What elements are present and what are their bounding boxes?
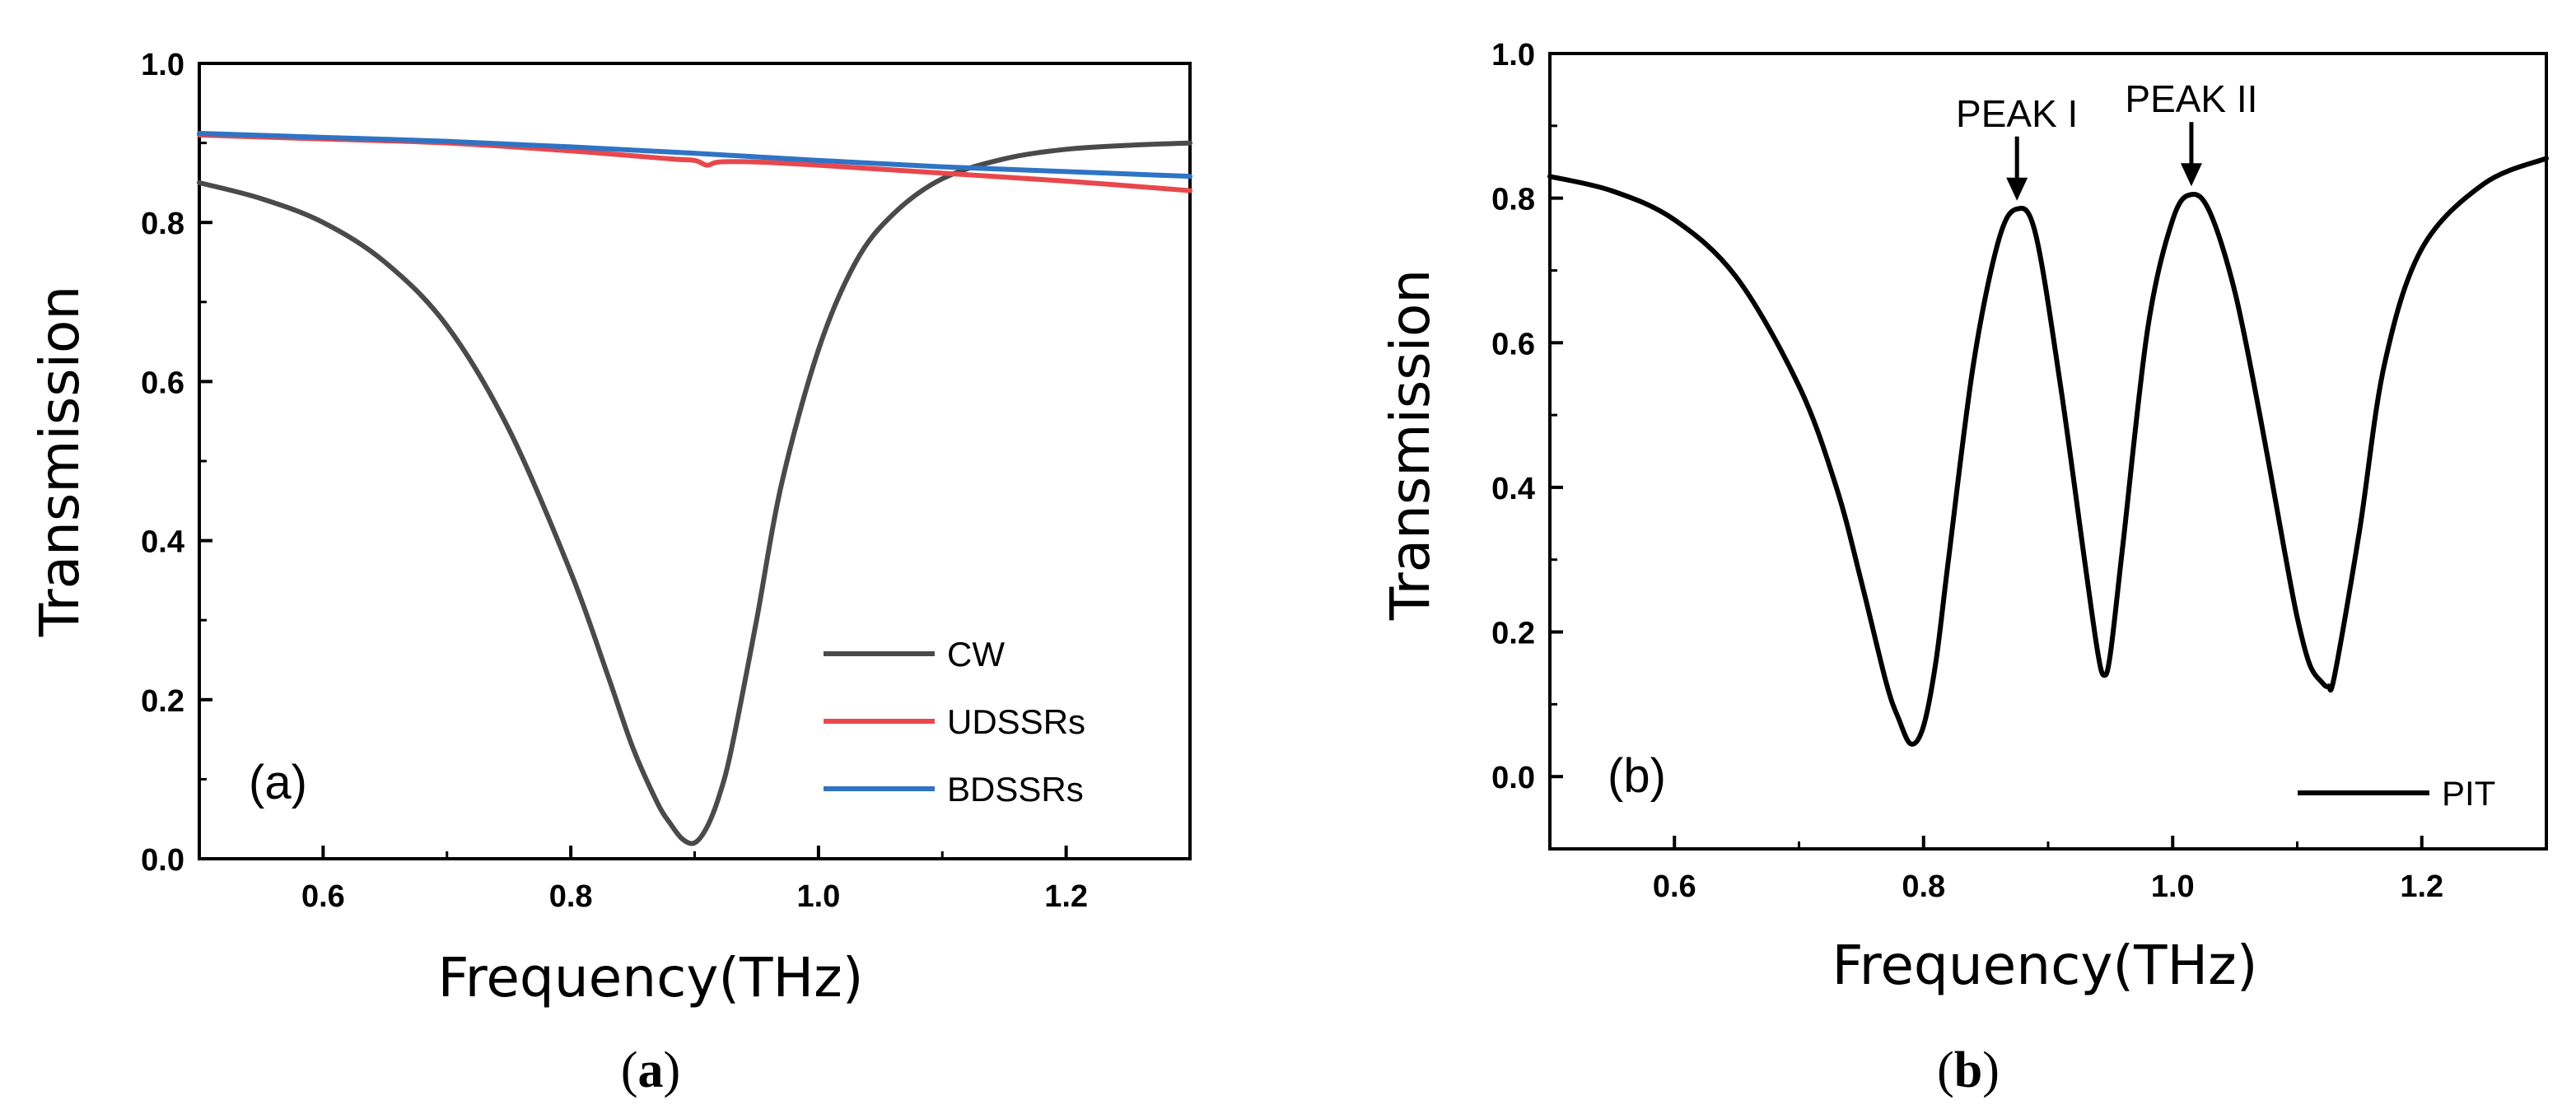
legend-label: BDSSRs [947,770,1084,809]
panel-b-frame [1548,52,2548,851]
panel-b-annotations: PEAK I PEAK II [1956,77,2257,201]
legend-label: CW [947,635,1005,674]
panel-a-xlabel: Frequency(THz) [437,946,863,1009]
legend-label: PIT [2442,774,2495,813]
panel-b-axes-ticks: 0.6 0.8 1.0 1.2 0.0 0.2 0.4 0.6 0.8 1.0 [1491,38,2548,904]
panel-a-ytick-label: 0.8 [141,207,184,241]
panel-a-xtick-label: 1.2 [1044,879,1088,914]
panel-a-series-cw [197,140,1192,846]
panel-b-xtick-label: 0.6 [1653,869,1696,904]
panel-a-ytick-label: 0.2 [141,684,184,719]
panel-a-series [197,131,1192,846]
panel-b-xtick-label: 1.0 [2151,869,2195,904]
panel-a-ytick-label: 1.0 [141,48,184,82]
legend-label: UDSSRs [947,702,1085,741]
panel-a-ytick-label: 0.0 [141,843,184,878]
panel-b-xtick-label: 1.2 [2400,869,2443,904]
panel-a-ytick-label: 0.6 [141,366,184,400]
panel-b-caption-open: ( [1937,1042,1954,1098]
panel-b-ytick-label: 0.8 [1491,183,1535,217]
panel-a-xtick-label: 0.6 [301,879,345,914]
panel-b-series [1547,156,2549,747]
panel-a-caption-letter: a [638,1042,664,1098]
panel-a-tag: (a) [249,756,307,809]
panel-a-series-udssrs [197,132,1192,193]
panel-b-xlabel: Frequency(THz) [1832,934,2257,997]
panel-a-ytick-label: 0.4 [141,525,184,560]
panel-a-xtick-label: 1.0 [796,879,840,914]
panel-a-axes-ticks: 0.6 0.8 1.0 1.2 0.0 0.2 0.4 0.6 0.8 1.0 [141,48,1192,914]
peak-label: PEAK I [1956,92,2078,135]
panel-a-legend: CW UDSSRs BDSSRs [824,635,1085,809]
peak-arrowhead [2180,163,2202,187]
panel-b-ytick-label: 0.4 [1491,472,1535,506]
panel-a-caption: (a) [621,1042,680,1098]
panel-b-legend: PIT [2298,774,2495,813]
peak-label: PEAK II [2125,77,2257,120]
panel-b-caption-close: ) [1982,1042,2000,1098]
panel-b-caption: (b) [1937,1042,2000,1098]
panel-b-xtick-label: 0.8 [1902,869,1945,904]
panel-b-caption-letter: b [1954,1042,1982,1098]
panel-b-ylabel: Transmission [1379,269,1442,621]
panel-a-xtick-label: 0.8 [549,879,593,914]
panel-b-tag: (b) [1608,749,1666,803]
panel-b: 0.6 0.8 1.0 1.2 0.0 0.2 0.4 0.6 0.8 1.0 PIT PEAK … [1379,38,2549,1098]
panel-a-ylabel: Transmission [28,286,91,637]
peak-arrowhead [2006,177,2028,201]
panel-a-caption-close: ) [664,1042,681,1098]
panel-b-ytick-label: 0.2 [1491,617,1535,651]
panel-a-caption-open: ( [621,1042,638,1098]
panel-a-series-bdssrs [197,131,1192,179]
panel-b-ytick-label: 0.0 [1491,761,1535,795]
panel-a: 0.6 0.8 1.0 1.2 0.0 0.2 0.4 0.6 0.8 1.0 CW UDSSRs B… [28,48,1192,1098]
panel-b-ytick-label: 1.0 [1491,38,1535,72]
panel-b-series-pit [1547,156,2549,747]
panel-b-ytick-label: 0.6 [1491,327,1535,361]
